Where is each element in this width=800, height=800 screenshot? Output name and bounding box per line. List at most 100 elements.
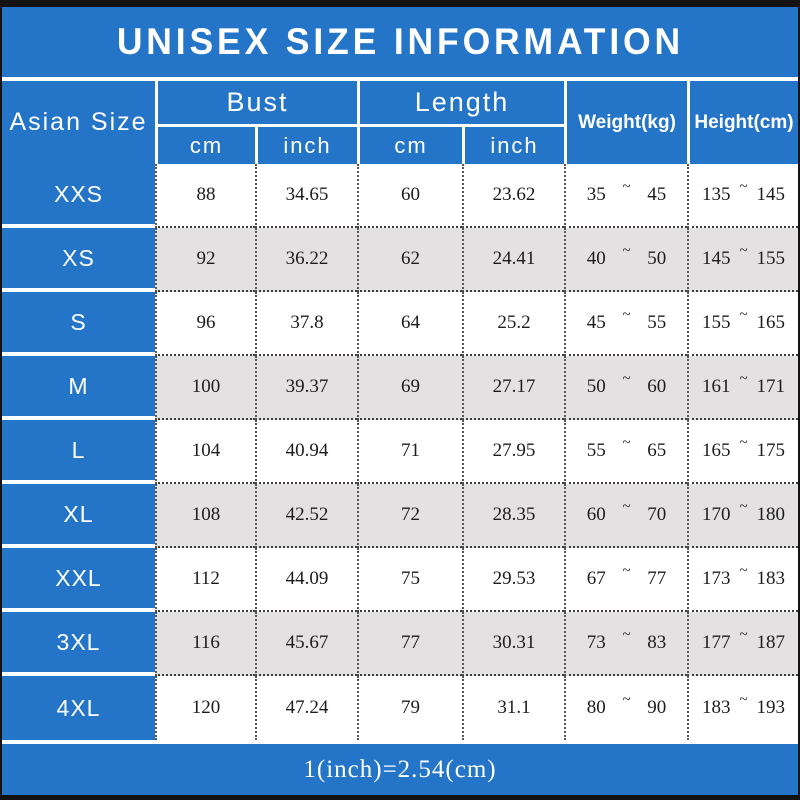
weight-min: 73: [586, 632, 606, 653]
bust-cm-value: 108: [155, 484, 255, 548]
height-min: 155: [701, 312, 731, 333]
weight-range: 80 ~90: [564, 676, 687, 740]
weight-min: 67: [586, 568, 606, 589]
weight-max: 65: [647, 440, 667, 461]
tilde: ~: [622, 434, 631, 451]
height-max: 193: [756, 697, 786, 718]
bust-inch-value: 34.65: [255, 164, 357, 228]
length-inch-value: 30.31: [462, 612, 564, 676]
tilde: ~: [622, 498, 631, 515]
size-label: XL: [2, 484, 155, 548]
header-bust-cm: cm: [155, 124, 255, 164]
table-row-xl: XL 108 42.52 72 28.35 60 ~70 170 ~180: [2, 484, 798, 548]
tilde: ~: [622, 626, 631, 643]
height-max: 183: [756, 568, 786, 589]
weight-max: 45: [647, 184, 667, 205]
tilde: ~: [739, 562, 748, 579]
weight-max: 60: [647, 376, 667, 397]
footer-band: 1(inch)=2.54(cm): [2, 744, 798, 795]
size-label: XS: [2, 228, 155, 292]
conversion-note: 1(inch)=2.54(cm): [303, 755, 497, 783]
weight-max: 90: [647, 697, 667, 718]
bust-cm-value: 96: [155, 292, 255, 356]
height-range: 173 ~183: [687, 548, 798, 612]
header-bust: Bust: [155, 81, 357, 124]
table-row-4xl: 4XL 120 47.24 79 31.1 80 ~90 183 ~193: [2, 676, 798, 740]
length-cm-value: 72: [357, 484, 462, 548]
bust-cm-value: 112: [155, 548, 255, 612]
bottom-black-bar: [2, 795, 798, 800]
header-bust-inch: inch: [255, 124, 357, 164]
header-length-cm: cm: [357, 124, 462, 164]
length-inch-value: 23.62: [462, 164, 564, 228]
height-range: 177 ~187: [687, 612, 798, 676]
bust-cm-value: 104: [155, 420, 255, 484]
tilde: ~: [739, 306, 748, 323]
length-inch-value: 27.95: [462, 420, 564, 484]
tilde: ~: [739, 498, 748, 515]
tilde: ~: [739, 242, 748, 259]
top-black-bar: [2, 0, 798, 7]
title-band: UNISEX SIZE INFORMATION: [2, 7, 798, 77]
height-min: 165: [701, 440, 731, 461]
tilde: ~: [739, 178, 748, 195]
divider: [2, 740, 798, 744]
weight-max: 70: [647, 504, 667, 525]
length-cm-value: 75: [357, 548, 462, 612]
weight-min: 80: [586, 697, 606, 718]
length-inch-value: 27.17: [462, 356, 564, 420]
length-inch-value: 28.35: [462, 484, 564, 548]
weight-range: 45 ~55: [564, 292, 687, 356]
weight-min: 35: [586, 184, 606, 205]
table-row-xxl: XXL 112 44.09 75 29.53 67 ~77 173 ~183: [2, 548, 798, 612]
height-range: 161 ~171: [687, 356, 798, 420]
header-height: Height(cm): [687, 81, 798, 164]
height-max: 145: [756, 184, 786, 205]
height-min: 145: [701, 248, 731, 269]
tilde: ~: [622, 691, 631, 708]
tilde: ~: [739, 691, 748, 708]
size-label: S: [2, 292, 155, 356]
tilde: ~: [622, 242, 631, 259]
header-length: Length: [357, 81, 564, 124]
bust-inch-value: 37.8: [255, 292, 357, 356]
bust-inch-value: 39.37: [255, 356, 357, 420]
table-row-3xl: 3XL 116 45.67 77 30.31 73 ~83 177 ~187: [2, 612, 798, 676]
length-cm-value: 69: [357, 356, 462, 420]
weight-max: 55: [647, 312, 667, 333]
weight-min: 40: [586, 248, 606, 269]
height-range: 165 ~175: [687, 420, 798, 484]
length-cm-value: 79: [357, 676, 462, 740]
header-weight: Weight(kg): [564, 81, 687, 164]
bust-cm-value: 88: [155, 164, 255, 228]
height-max: 175: [756, 440, 786, 461]
size-label: XXS: [2, 164, 155, 228]
height-max: 155: [756, 248, 786, 269]
height-range: 183 ~193: [687, 676, 798, 740]
height-min: 173: [701, 568, 731, 589]
weight-max: 83: [647, 632, 667, 653]
table-row-m: M 100 39.37 69 27.17 50 ~60 161 ~171: [2, 356, 798, 420]
weight-range: 40 ~50: [564, 228, 687, 292]
height-min: 170: [701, 504, 731, 525]
size-label: XXL: [2, 548, 155, 612]
weight-range: 55 ~65: [564, 420, 687, 484]
tilde: ~: [739, 434, 748, 451]
tilde: ~: [622, 178, 631, 195]
height-range: 170 ~180: [687, 484, 798, 548]
bust-cm-value: 120: [155, 676, 255, 740]
table-header: Asian Size Bust Length Weight(kg) Height…: [2, 81, 798, 164]
weight-min: 50: [586, 376, 606, 397]
weight-min: 55: [586, 440, 606, 461]
height-min: 161: [701, 376, 731, 397]
height-max: 180: [756, 504, 786, 525]
header-asian-size: Asian Size: [2, 81, 155, 164]
table-row-xxs: XXS 88 34.65 60 23.62 35 ~45 135 ~145: [2, 164, 798, 228]
weight-range: 60 ~70: [564, 484, 687, 548]
table-row-l: L 104 40.94 71 27.95 55 ~65 165 ~175: [2, 420, 798, 484]
bust-cm-value: 116: [155, 612, 255, 676]
height-max: 165: [756, 312, 786, 333]
tilde: ~: [622, 562, 631, 579]
height-range: 145 ~155: [687, 228, 798, 292]
